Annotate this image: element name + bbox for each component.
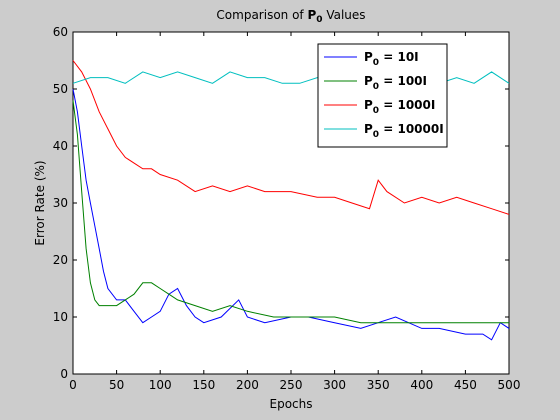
legend-label-3: P0 = 10000I (364, 122, 444, 140)
legend-label-2: P0 = 1000I (364, 98, 435, 116)
y-tick-label: 0 (60, 367, 68, 381)
series-line-0 (72, 88, 510, 341)
x-tick-label: 150 (192, 378, 215, 392)
x-tick-label: 50 (109, 378, 124, 392)
y-tick-label: 50 (53, 82, 68, 96)
series-line-1 (72, 100, 509, 324)
x-tick-label: 400 (410, 378, 433, 392)
y-tick-label: 30 (53, 196, 68, 210)
series-line-2 (72, 60, 510, 215)
x-tick-label: 100 (149, 378, 172, 392)
x-tick-label: 0 (69, 378, 77, 392)
chart-title: Comparison of P0 Values (216, 8, 365, 25)
x-tick-label: 300 (323, 378, 346, 392)
y-axis-label: Error Rate (%) (33, 160, 47, 245)
x-axis-label: Epochs (270, 397, 313, 411)
x-tick-label: 200 (236, 378, 259, 392)
legend: P0 = 10I P0 = 100I P0 = 1000I P0 = 10000I (317, 43, 448, 148)
y-tick-label: 60 (53, 25, 68, 39)
x-tick-label: 500 (498, 378, 521, 392)
legend-label-0: P0 = 10I (364, 50, 419, 68)
legend-box (317, 43, 448, 148)
y-tick-label: 40 (53, 139, 68, 153)
x-tick-label: 350 (367, 378, 390, 392)
x-tick-label: 250 (280, 378, 303, 392)
legend-label-1: P0 = 100I (364, 74, 427, 92)
y-tick-label: 10 (53, 310, 68, 324)
x-tick-label: 450 (454, 378, 477, 392)
y-tick-label: 20 (53, 253, 68, 267)
